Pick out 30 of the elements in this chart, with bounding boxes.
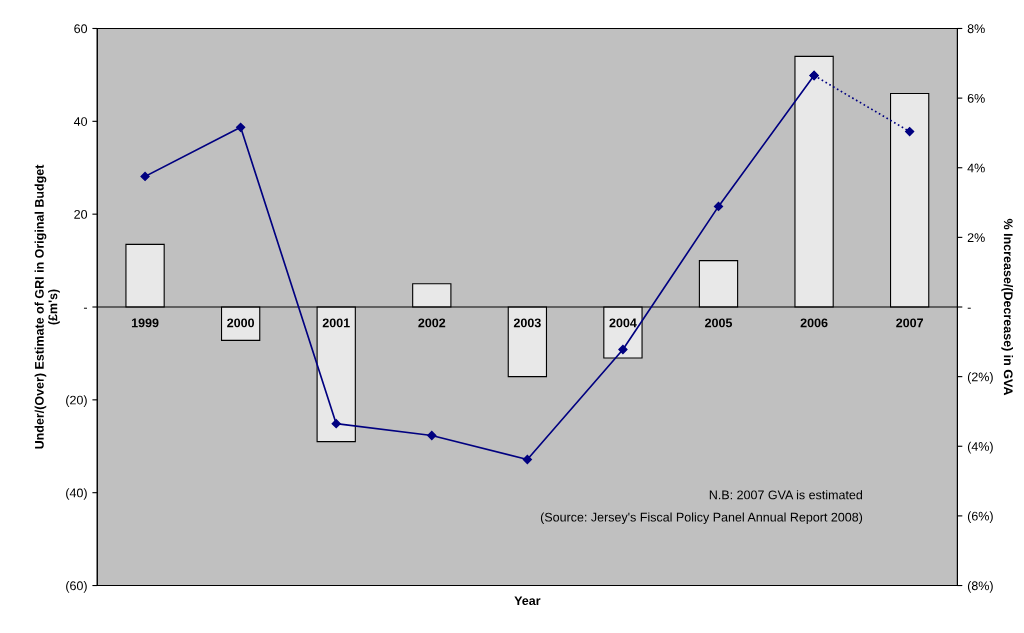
y-tick-label: 20: [74, 209, 88, 219]
y2-tick-label: 6%: [967, 93, 985, 103]
y2-tick-label: 8%: [967, 24, 985, 34]
y-tick-label: (20): [66, 395, 87, 407]
y-tick-label: -: [83, 307, 87, 309]
x-tick-label: 2001: [322, 318, 350, 328]
x-tick-label: 1999: [131, 318, 159, 328]
x-tick-label: 2004: [609, 318, 637, 328]
y2-tick-label: (6%): [967, 511, 993, 524]
x-axis-title: Year: [514, 596, 541, 606]
y-tick-label: 60: [74, 24, 88, 34]
y2-axis-title: % Increase/(Decrease) in GVA: [1001, 218, 1013, 396]
y2-tick-label: 2%: [967, 233, 985, 242]
y2-tick-label: (2%): [967, 372, 993, 384]
x-tick-label: 2007: [896, 318, 924, 328]
x-tick-label: 2003: [513, 318, 541, 328]
x-tick-label: 2005: [705, 318, 733, 328]
y-tick-label: (40): [66, 488, 87, 500]
y2-tick-label: -: [967, 307, 971, 309]
y-tick-label: 40: [73, 117, 88, 126]
y2-tick-label: (4%): [967, 441, 993, 454]
y-axis-title: Under/(Over) Estimate of GRI in Original Budget (£m's): [34, 164, 60, 449]
x-tick-label: 2000: [227, 318, 255, 328]
y2-tick-label: 4%: [967, 163, 985, 173]
y-tick-label: (60): [66, 581, 87, 593]
x-tick-label: 2002: [418, 318, 446, 328]
x-tick-label: 2006: [800, 318, 828, 328]
annotation: N.B: 2007 GVA is estimated: [709, 490, 863, 500]
annotation: (Source: Jersey's Fiscal Policy Panel Annual Report 2008): [540, 512, 863, 525]
y2-tick-label: (8%): [967, 581, 993, 593]
